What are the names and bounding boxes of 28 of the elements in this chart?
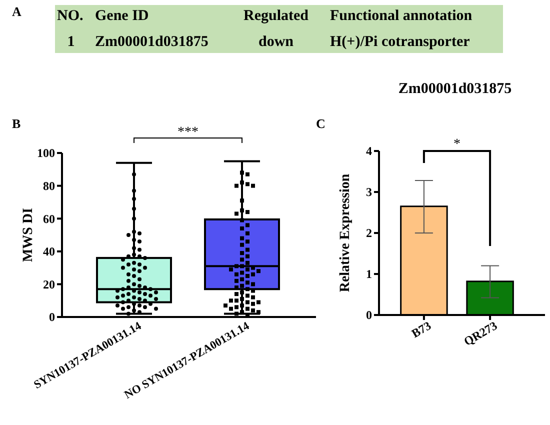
y-tick-label: 3: [366, 185, 372, 200]
text: ***: [178, 125, 198, 140]
y-tick-label: 0: [366, 308, 372, 322]
text: Regulated: [244, 8, 310, 24]
x-tick-label: B73: [409, 318, 434, 341]
text: down: [258, 34, 294, 50]
y-tick-label: 60: [43, 212, 55, 226]
text: 1: [67, 34, 75, 50]
y-tick-label: 80: [43, 179, 55, 193]
annotation: *: [454, 137, 460, 152]
text: Functional annotation: [330, 8, 473, 24]
y-axis-title: Relative Expression: [338, 174, 353, 292]
chart-title: Zm00001d031875: [398, 81, 512, 97]
text: B: [12, 116, 21, 131]
text: H(+)/Pi cotransporter: [330, 34, 470, 50]
text: Zm00001d031875: [95, 34, 208, 50]
y-tick-label: 40: [43, 244, 55, 259]
text: A: [12, 4, 22, 19]
y-tick-label: 0: [49, 310, 55, 324]
text: Gene ID: [95, 8, 149, 24]
text: C: [316, 116, 326, 131]
text: NO.: [57, 8, 84, 24]
y-tick-label: 100: [37, 146, 55, 160]
y-tick-label: 20: [43, 277, 55, 292]
y-tick-label: 1: [366, 267, 372, 282]
y-tick-label: 4: [366, 144, 372, 158]
y-axis-title: MWS DI: [21, 208, 36, 262]
y-tick-label: 2: [366, 226, 372, 240]
